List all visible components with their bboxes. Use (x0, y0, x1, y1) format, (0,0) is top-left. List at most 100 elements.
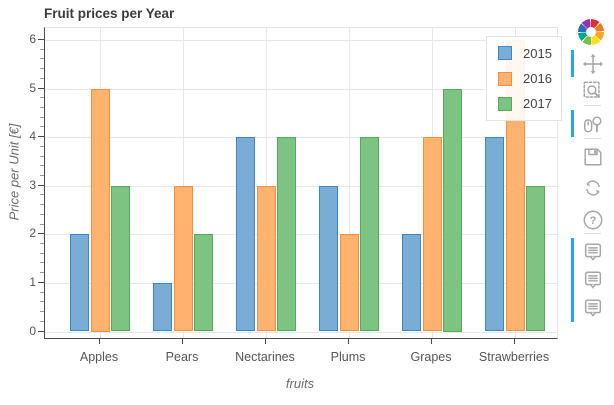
legend-swatch (498, 96, 512, 111)
bar-grapes-2017[interactable] (443, 88, 463, 332)
x-axis-label: fruits (285, 376, 315, 391)
y-minor-tick (40, 106, 44, 108)
y-major-tick (38, 184, 44, 186)
x-major-tick (99, 338, 100, 344)
y-axis-label: Price per Unit [€] (6, 123, 22, 221)
y-gridline (45, 185, 557, 187)
x-gridline (266, 28, 267, 338)
pan-icon (582, 53, 603, 74)
bar-strawberries-2017[interactable] (526, 185, 546, 332)
x-tick-label: Pears (165, 350, 199, 364)
active-tool-indicator (571, 50, 574, 77)
bar-nectarines-2016[interactable] (256, 185, 276, 332)
y-minor-tick (40, 174, 44, 176)
bar-nectarines-2015[interactable] (235, 137, 255, 332)
hover-icon (584, 299, 601, 317)
svg-text:?: ? (589, 214, 596, 226)
bar-grapes-2015[interactable] (401, 234, 421, 332)
y-tick-label: 0 (29, 323, 36, 338)
reset-icon (585, 179, 600, 196)
x-gridline (349, 28, 350, 338)
y-minor-tick (40, 126, 44, 128)
active-tool-indicator (571, 294, 574, 322)
active-tool-indicator (571, 266, 574, 294)
x-tick-label: Apples (79, 350, 119, 364)
x-major-tick (348, 338, 349, 344)
hover-tool-button[interactable] (571, 238, 614, 266)
y-major-tick (38, 330, 44, 332)
y-gridline (45, 88, 557, 90)
y-minor-tick (40, 320, 44, 322)
legend-swatch (498, 46, 512, 61)
y-gridline (45, 331, 557, 333)
bar-pears-2015[interactable] (152, 282, 172, 332)
y-minor-tick (40, 243, 44, 245)
x-tick-label: Strawberries (478, 350, 550, 364)
y-minor-tick (40, 223, 44, 225)
toolbar-divider (584, 104, 601, 106)
bar-plums-2016[interactable] (339, 234, 359, 332)
y-gridline (45, 234, 557, 236)
bar-apples-2015[interactable] (69, 234, 89, 332)
y-tick-label: 4 (29, 129, 36, 144)
active-tool-indicator (571, 238, 574, 266)
wheel-zoom-tool-button[interactable] (571, 110, 614, 137)
hover-icon (584, 243, 601, 261)
bar-apples-2017[interactable] (111, 185, 131, 332)
y-minor-tick (40, 213, 44, 215)
active-tool-indicator (571, 110, 574, 137)
pan-tool-button[interactable] (571, 50, 614, 77)
reset-tool-button[interactable] (571, 174, 614, 201)
y-minor-tick (40, 301, 44, 303)
y-minor-tick (40, 77, 44, 79)
bar-grapes-2016[interactable] (422, 137, 442, 332)
legend-label: 2017 (523, 96, 552, 112)
y-tick-label: 2 (29, 226, 36, 241)
bar-plums-2017[interactable] (360, 137, 380, 332)
y-gridline (45, 137, 557, 139)
bokeh-logo-icon[interactable] (578, 19, 604, 45)
wheel-zoom-icon (583, 115, 602, 133)
y-major-tick (38, 87, 44, 89)
save-tool-button[interactable] (571, 143, 614, 170)
x-tick-label: Plums (330, 350, 366, 364)
y-minor-tick (40, 291, 44, 293)
legend-item: 2015 (487, 42, 561, 64)
bar-strawberries-2015[interactable] (484, 137, 504, 332)
toolbar: ? (571, 0, 614, 405)
legend: 2015 2016 2017 (486, 36, 562, 121)
y-tick-label: 5 (29, 80, 36, 95)
x-major-tick (514, 338, 515, 344)
y-major-tick (38, 136, 44, 138)
plot-area[interactable] (44, 27, 558, 339)
x-tick-label: Grapes (410, 350, 452, 364)
y-minor-tick (40, 204, 44, 206)
toolbar-divider (584, 137, 601, 139)
save-icon (583, 147, 602, 166)
hover-tool-button[interactable] (571, 294, 614, 322)
y-tick-label: 6 (29, 31, 36, 46)
legend-swatch (498, 71, 512, 86)
bar-nectarines-2017[interactable] (277, 137, 297, 332)
y-minor-tick (40, 145, 44, 147)
y-minor-tick (40, 194, 44, 196)
bar-pears-2016[interactable] (173, 185, 193, 332)
box-zoom-tool-button[interactable] (571, 77, 614, 104)
y-tick-label: 3 (29, 177, 36, 192)
hover-tool-button[interactable] (571, 266, 614, 294)
y-major-tick (38, 281, 44, 283)
help-tool-button[interactable]: ? (571, 206, 614, 233)
y-minor-tick (40, 116, 44, 118)
y-gridline (45, 282, 557, 284)
legend-label: 2015 (523, 45, 552, 61)
y-minor-tick (40, 48, 44, 50)
chart-title: Fruit prices per Year (44, 6, 175, 21)
toolbar-divider (584, 232, 601, 234)
bar-apples-2016[interactable] (90, 88, 110, 332)
bar-pears-2017[interactable] (194, 234, 214, 332)
y-minor-tick (40, 155, 44, 157)
legend-item: 2017 (487, 93, 561, 115)
bar-plums-2015[interactable] (318, 185, 338, 332)
hover-icon (584, 271, 601, 289)
